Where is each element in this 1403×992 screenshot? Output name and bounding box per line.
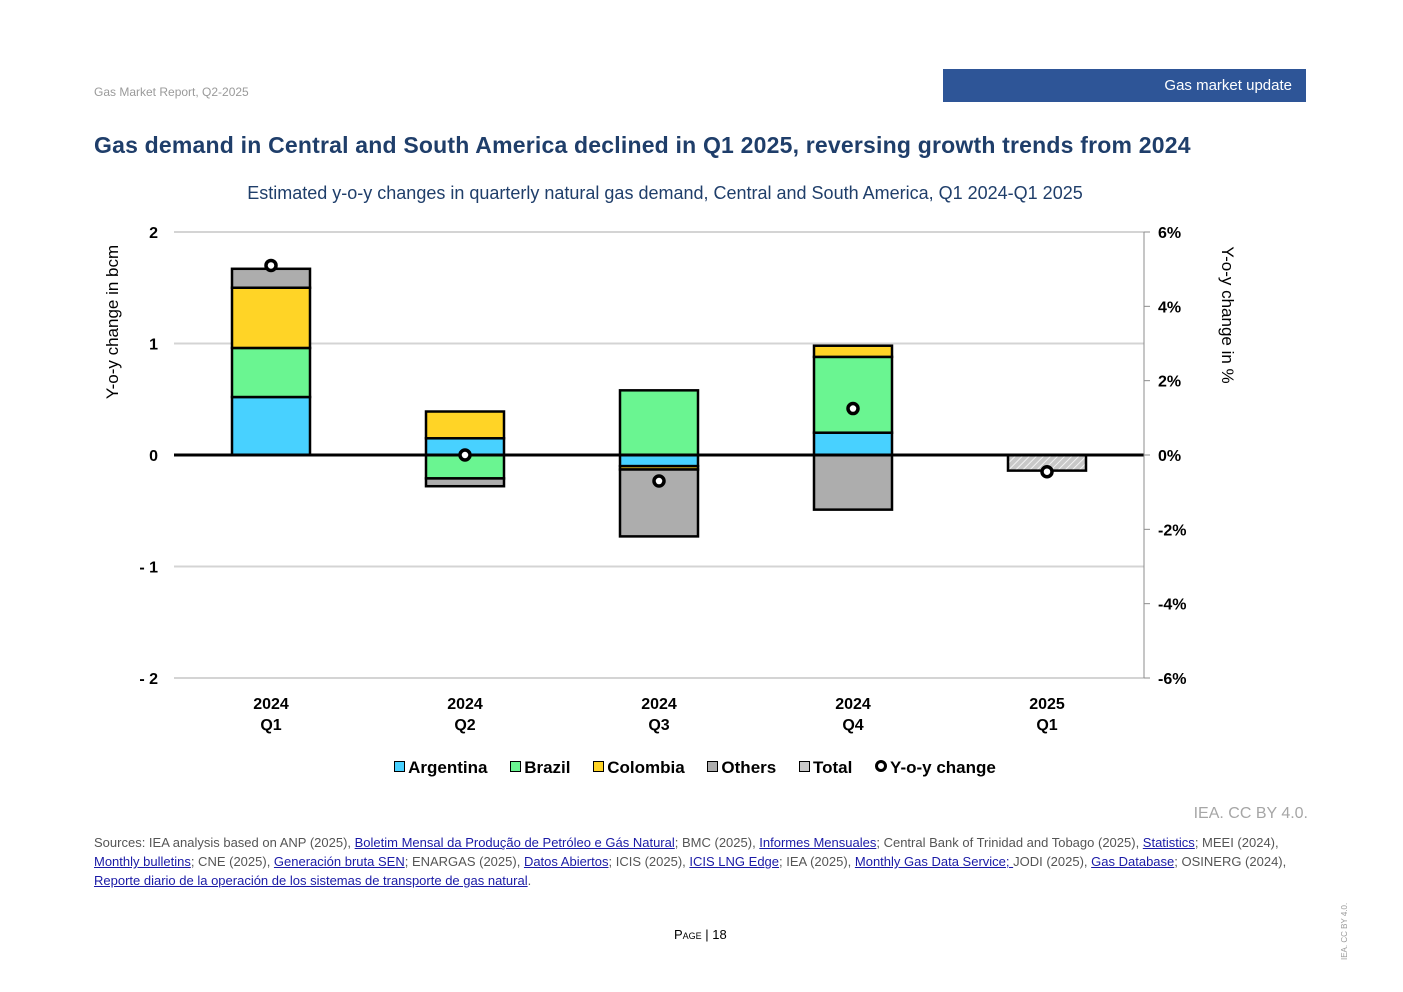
source-link[interactable]: ICIS LNG Edge <box>689 854 780 869</box>
section-tag: Gas market update <box>943 69 1306 102</box>
yoy-points <box>264 258 1054 488</box>
y-tick-label-right: -6% <box>1158 671 1186 688</box>
y-tick-label-left: - 1 <box>139 560 158 577</box>
y-tick-label-right: -4% <box>1158 597 1186 614</box>
legend-swatch-others <box>707 761 719 772</box>
source-text: . <box>527 873 532 888</box>
y-tick-label-left: 0 <box>149 448 158 465</box>
legend-item-colombia: Colombia <box>593 758 685 778</box>
source-link[interactable]: Monthly Gas Data Service; <box>854 854 1014 869</box>
legend-label: Y-o-y change <box>890 758 996 777</box>
y-tick-label-right: 0% <box>1158 448 1181 465</box>
legend-item-brazil: Brazil <box>510 758 571 778</box>
y-axis-label-right: Y-o-y change in % <box>1218 246 1237 383</box>
page-headline: Gas demand in Central and South America … <box>94 132 1191 158</box>
chart: 2 1 0 - 1 - 2 6% 4% 2% 0% -2% -4% -6% 2024 Q1 2024 Q2 20… <box>103 225 1237 734</box>
y-tick-label-left: 2 <box>149 225 158 242</box>
legend: Argentina Brazil Colombia Others Total Y… <box>0 758 1390 778</box>
y-tick-label-left: 1 <box>149 337 158 354</box>
yoy-point <box>458 448 472 462</box>
credit-text: IEA. CC BY 4.0. <box>1193 805 1308 822</box>
legend-label: Total <box>812 758 853 777</box>
source-link[interactable]: Reporte diario de la operación de los si… <box>94 873 528 888</box>
source-text: ; BMC (2025), <box>674 835 760 850</box>
source-text: JODI (2025), <box>1013 854 1092 869</box>
yoy-point <box>1040 464 1054 479</box>
source-link[interactable]: Generación bruta SEN <box>273 854 405 869</box>
legend-swatch-colombia <box>593 761 605 772</box>
x-tick-label-year: 2024 <box>447 696 483 713</box>
source-link[interactable]: Gas Database <box>1091 854 1175 869</box>
bars <box>230 267 1088 538</box>
bar-others <box>424 477 506 488</box>
x-tick-label-year: 2024 <box>641 696 677 713</box>
y-tick-label-right: -2% <box>1158 522 1186 539</box>
x-tick-label-quarter: Q4 <box>842 717 863 734</box>
source-text: ; IEA (2025), <box>779 854 855 869</box>
bar-colombia <box>812 344 894 359</box>
legend-item-argentina: Argentina <box>394 758 487 778</box>
x-tick-label-year: 2025 <box>1029 696 1065 713</box>
source-link[interactable]: Boletim Mensal da Produção de Petróleo e… <box>354 835 675 850</box>
x-tick-label-year: 2024 <box>253 696 289 713</box>
bar-others <box>812 453 894 511</box>
x-tick-label-quarter: Q1 <box>260 717 281 734</box>
legend-item-total: Total <box>798 758 853 778</box>
x-tick-label-quarter: Q3 <box>648 717 669 734</box>
y-axis-label-left: Y-o-y change in bcm <box>103 245 122 399</box>
x-tick-label-quarter: Q2 <box>454 717 475 734</box>
bar-brazil <box>230 346 312 399</box>
source-text: ; CNE (2025), <box>190 854 274 869</box>
legend-label: Brazil <box>524 758 571 777</box>
legend-swatch-total <box>798 761 810 772</box>
source-link[interactable]: Monthly bulletins <box>94 854 191 869</box>
legend-item-others: Others <box>707 758 776 778</box>
legend-label: Others <box>721 758 777 777</box>
axes: 2 1 0 - 1 - 2 6% 4% 2% 0% -2% -4% -6% 2024 Q1 2024 Q2 20… <box>139 225 1186 734</box>
legend-swatch-argentina <box>394 761 406 772</box>
yoy-point <box>652 474 666 488</box>
legend-label: Argentina <box>408 758 488 777</box>
bar-colombia <box>230 286 312 350</box>
yoy-point <box>846 401 860 416</box>
yoy-point <box>264 258 278 273</box>
bar-argentina <box>812 431 894 457</box>
page-number: Page | 18 <box>674 927 727 942</box>
gridlines <box>174 231 1144 679</box>
bar-argentina <box>618 453 700 468</box>
source-text: ; ENARGAS (2025), <box>404 854 524 869</box>
x-tick-label-quarter: Q1 <box>1036 717 1057 734</box>
source-link[interactable]: Informes Mensuales <box>759 835 877 850</box>
source-text: ; OSINERG (2024), <box>1174 854 1287 869</box>
page-number-value: 18 <box>712 927 727 942</box>
bar-colombia <box>424 410 506 440</box>
sources-note: Sources: IEA analysis based on ANP (2025… <box>94 833 1314 890</box>
bar-brazil <box>812 355 894 434</box>
side-credit: IEA. CC BY 4.0. <box>1340 902 1349 960</box>
bar-argentina <box>230 395 312 457</box>
chart-title: Estimated y-o-y changes in quarterly nat… <box>247 183 1083 203</box>
legend-marker-yoy-change <box>875 760 888 772</box>
report-name: Gas Market Report, Q2-2025 <box>94 85 249 99</box>
legend-label: Colombia <box>607 758 685 777</box>
y-tick-label-right: 2% <box>1158 374 1181 391</box>
source-link[interactable]: Datos Abiertos <box>523 854 609 869</box>
bar-brazil <box>618 389 700 457</box>
source-link[interactable]: Statistics <box>1142 835 1195 850</box>
y-tick-label-right: 6% <box>1158 225 1181 242</box>
source-text: ; MEEI (2024), <box>1194 835 1279 850</box>
legend-item-yoy-change: Y-o-y change <box>875 758 996 778</box>
y-tick-label-left: - 2 <box>139 671 158 688</box>
page-label: Page <box>674 927 702 942</box>
source-text: ; ICIS (2025), <box>608 854 690 869</box>
source-text: Sources: IEA analysis based on ANP (2025… <box>94 835 355 850</box>
y-tick-label-right: 4% <box>1158 299 1181 316</box>
x-tick-label-year: 2024 <box>835 696 871 713</box>
legend-swatch-brazil <box>510 761 522 772</box>
source-text: ; Central Bank of Trinidad and Tobago (2… <box>876 835 1143 850</box>
